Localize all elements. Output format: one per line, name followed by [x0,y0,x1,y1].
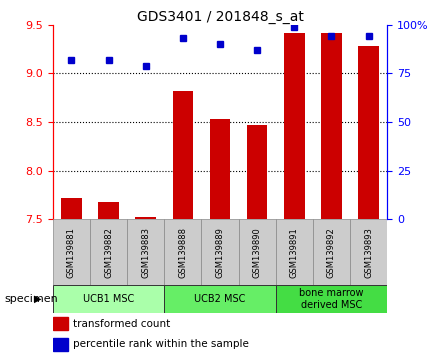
Text: GSM139893: GSM139893 [364,227,373,278]
Bar [247,125,268,219]
Text: GSM139881: GSM139881 [67,227,76,278]
Bar [202,219,238,285]
Text: transformed count: transformed count [73,319,170,329]
Text: GSM139891: GSM139891 [290,227,299,278]
Bar [164,285,276,313]
Text: specimen: specimen [4,294,58,304]
Text: UCB2 MSC: UCB2 MSC [194,294,246,304]
Text: percentile rank within the sample: percentile rank within the sample [73,339,249,349]
Bar [313,219,350,285]
Bar [276,285,387,313]
Text: GSM139883: GSM139883 [141,227,150,278]
Text: GSM139889: GSM139889 [216,227,224,278]
Bar [90,219,127,285]
Bar [359,46,379,219]
Bar [164,219,202,285]
Bar [321,33,342,219]
Bar [98,202,119,219]
Bar [172,91,193,219]
Text: bone marrow
derived MSC: bone marrow derived MSC [299,288,364,310]
Text: ▶: ▶ [34,294,42,304]
Bar [127,219,164,285]
Bar [136,217,156,219]
Bar [53,285,164,313]
Bar [53,338,68,351]
Text: GSM139892: GSM139892 [327,227,336,278]
Bar [53,219,90,285]
Bar [238,219,276,285]
Text: GSM139890: GSM139890 [253,227,262,278]
Bar [53,318,68,330]
Bar [210,119,230,219]
Text: GSM139888: GSM139888 [178,227,187,278]
Title: GDS3401 / 201848_s_at: GDS3401 / 201848_s_at [136,10,304,24]
Text: UCB1 MSC: UCB1 MSC [83,294,134,304]
Bar [61,198,81,219]
Bar [350,219,387,285]
Bar [276,219,313,285]
Text: GSM139882: GSM139882 [104,227,113,278]
Bar [284,33,304,219]
